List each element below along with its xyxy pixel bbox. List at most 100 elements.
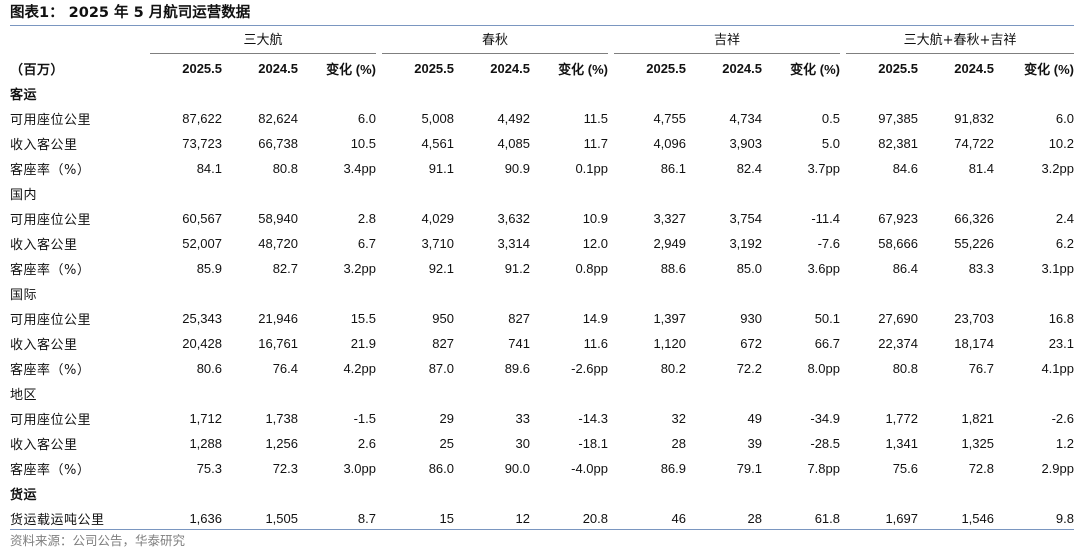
table-cell <box>376 181 454 206</box>
table-cell <box>298 381 376 406</box>
table-cell: 12 <box>515 511 530 526</box>
table-cell: 22,374 <box>878 336 918 351</box>
table-cell: 49 <box>747 411 762 426</box>
table-cell: 76.4 <box>272 361 298 376</box>
table-cell <box>298 481 376 506</box>
table-cell: 83.3 <box>968 261 994 276</box>
unit-label: （百万） <box>10 63 65 78</box>
table-row: 收入客公里 20,428 16,761 21.9 827 741 11.6 1,120 672 6… <box>10 331 1074 356</box>
col-header: 2024.5 <box>490 61 530 76</box>
table-cell: 87,622 <box>182 111 222 126</box>
table-cell <box>608 481 686 506</box>
table-cell <box>298 81 376 106</box>
table-cell: 930 <box>740 311 762 326</box>
table-cell: 55,226 <box>954 236 994 251</box>
table-row: 客座率（%） 80.6 76.4 4.2pp 87.0 89.6 -2.6pp 80.2 72.… <box>10 356 1074 381</box>
table-cell: 32 <box>671 411 686 426</box>
table-cell <box>994 281 1074 306</box>
table-cell <box>994 81 1074 106</box>
table-cell: 85.0 <box>736 261 762 276</box>
table-cell: 33 <box>515 411 530 426</box>
table-cell: 21.9 <box>350 336 376 351</box>
table-row: 收入客公里 52,007 48,720 6.7 3,710 3,314 12.0 2,949 3… <box>10 231 1074 256</box>
table-cell <box>994 481 1074 506</box>
row-label: 可用座位公里 <box>10 113 92 128</box>
table-cell: 79.1 <box>736 461 762 476</box>
table-cell <box>686 281 762 306</box>
table-cell: 5,008 <box>421 111 454 126</box>
table-cell: 827 <box>432 336 454 351</box>
table-cell <box>222 381 298 406</box>
table-cell: -2.6pp <box>571 361 608 376</box>
table-cell <box>840 181 918 206</box>
table-cell: 4,734 <box>729 111 762 126</box>
table-cell: 16,761 <box>258 336 298 351</box>
table-cell: 1,505 <box>265 511 298 526</box>
table-cell: 1,772 <box>885 411 918 426</box>
table-cell: 82.4 <box>736 161 762 176</box>
table-cell: 6.0 <box>1055 111 1074 126</box>
table-cell: 80.8 <box>892 361 918 376</box>
table-cell <box>530 181 608 206</box>
table-cell: 3.1pp <box>1041 261 1074 276</box>
table-cell: 75.3 <box>196 461 222 476</box>
table-cell: 3.2pp <box>343 261 376 276</box>
table-cell: 1,341 <box>885 436 918 451</box>
figure-title: 图表1： 2025 年 5 月航司运营数据 <box>10 5 251 21</box>
table-cell <box>530 281 608 306</box>
row-label: 收入客公里 <box>10 238 78 253</box>
row-label: 收入客公里 <box>10 438 78 453</box>
group-header-spring: 春秋 <box>481 33 508 48</box>
table-cell: 2,949 <box>653 236 686 251</box>
table-cell <box>454 81 530 106</box>
table-cell: 20,428 <box>182 336 222 351</box>
table-cell: 82,624 <box>258 111 298 126</box>
table-cell <box>376 281 454 306</box>
row-label: 客座率（%） <box>10 363 91 378</box>
table-cell: 30 <box>515 436 530 451</box>
table-cell: -34.9 <box>810 411 840 426</box>
row-label: 客座率（%） <box>10 163 91 178</box>
table-cell: 1,738 <box>265 411 298 426</box>
table-cell <box>918 281 994 306</box>
table-cell: 1.2 <box>1055 436 1074 451</box>
row-label: 货运载运吨公里 <box>10 513 105 528</box>
table-cell <box>686 181 762 206</box>
table-cell <box>150 481 222 506</box>
table-cell: 61.8 <box>814 511 840 526</box>
table-cell <box>994 381 1074 406</box>
table-cell: 0.8pp <box>575 261 608 276</box>
table-cell: 16.8 <box>1048 311 1074 326</box>
table-cell: 46 <box>671 511 686 526</box>
table-cell: 80.2 <box>660 361 686 376</box>
table-cell: 7.8pp <box>807 461 840 476</box>
table-cell: 72.8 <box>968 461 994 476</box>
table-cell: 80.6 <box>196 361 222 376</box>
row-label: 可用座位公里 <box>10 413 92 428</box>
table-cell: 12.0 <box>582 236 608 251</box>
table-cell: 0.1pp <box>575 161 608 176</box>
table-cell: 8.0pp <box>807 361 840 376</box>
table-cell <box>840 81 918 106</box>
table-cell: 25,343 <box>182 311 222 326</box>
table-cell: 1,120 <box>653 336 686 351</box>
table-cell: 91.1 <box>428 161 454 176</box>
section-label: 货运 <box>10 488 38 503</box>
table-cell: 3,754 <box>729 211 762 226</box>
table-cell: 5.0 <box>821 136 840 151</box>
table-cell: 25 <box>439 436 454 451</box>
table-cell: 80.8 <box>272 161 298 176</box>
table-cell: 29 <box>439 411 454 426</box>
table-row: 可用座位公里 60,567 58,940 2.8 4,029 3,632 10.9 3,327… <box>10 206 1074 231</box>
col-header: 2025.5 <box>414 61 454 76</box>
table-cell: 11.5 <box>583 111 608 126</box>
table-cell: 1,288 <box>189 436 222 451</box>
table-cell: 48,720 <box>258 236 298 251</box>
table-cell: 950 <box>432 311 454 326</box>
table-cell <box>150 181 222 206</box>
table-cell: -2.6 <box>1051 411 1074 426</box>
table-cell <box>376 81 454 106</box>
section-heading-row: 客运 <box>10 81 1074 106</box>
table-cell: 75.6 <box>892 461 918 476</box>
col-header: 变化 (%) <box>558 62 608 77</box>
